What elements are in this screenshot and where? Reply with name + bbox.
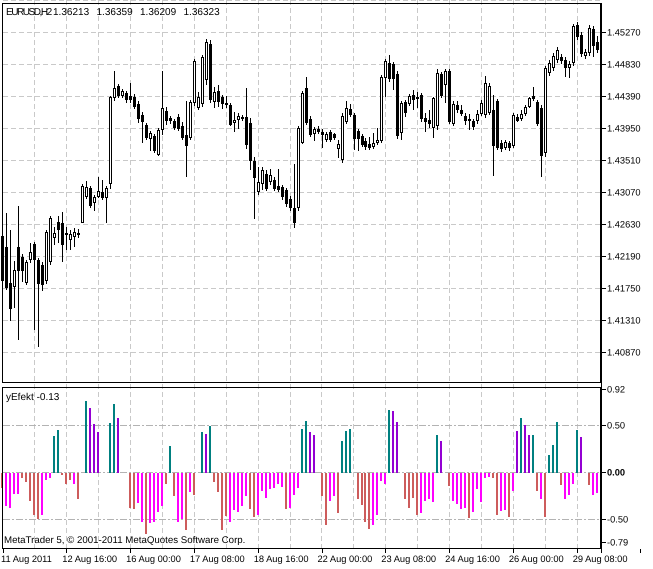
svg-text:1.43950: 1.43950	[607, 124, 641, 134]
svg-text:23 Aug 08:00: 23 Aug 08:00	[381, 554, 436, 564]
svg-text:0.00: 0.00	[607, 468, 625, 478]
svg-text:-0.79: -0.79	[607, 538, 628, 548]
svg-text:1.36359: 1.36359	[97, 7, 134, 18]
svg-text:26 Aug 00:00: 26 Aug 00:00	[509, 554, 564, 564]
svg-text:16 Aug 00:00: 16 Aug 00:00	[126, 554, 181, 564]
svg-text:1.44830: 1.44830	[607, 60, 641, 70]
svg-text:22 Aug 00:00: 22 Aug 00:00	[318, 554, 373, 564]
svg-text:18 Aug 16:00: 18 Aug 16:00	[254, 554, 309, 564]
svg-text:1.45270: 1.45270	[607, 28, 641, 38]
svg-text:-0.50: -0.50	[607, 515, 628, 525]
svg-text:0.92: 0.92	[607, 385, 625, 395]
svg-text:1.43070: 1.43070	[607, 188, 641, 198]
svg-text:1.42190: 1.42190	[607, 252, 641, 262]
svg-text:1.36209: 1.36209	[140, 7, 177, 18]
svg-text:MetaTrader 5, © 2001-2011 Meta: MetaTrader 5, © 2001-2011 MetaQuotes Sof…	[4, 535, 245, 546]
svg-text:1.41750: 1.41750	[607, 284, 641, 294]
svg-text:EURUSD,H2: EURUSD,H2	[6, 7, 53, 18]
svg-text:12 Aug 16:00: 12 Aug 16:00	[62, 554, 117, 564]
svg-text:1.44390: 1.44390	[607, 92, 641, 102]
svg-text:17 Aug 08:00: 17 Aug 08:00	[190, 554, 245, 564]
svg-text:1.42630: 1.42630	[607, 220, 641, 230]
svg-text:1.36213: 1.36213	[53, 7, 90, 18]
svg-text:29 Aug 08:00: 29 Aug 08:00	[573, 554, 628, 564]
svg-text:yEfekt -0.13: yEfekt -0.13	[6, 392, 60, 403]
svg-text:1.40870: 1.40870	[607, 348, 641, 358]
svg-text:1.41310: 1.41310	[607, 316, 641, 326]
svg-text:1.43510: 1.43510	[607, 156, 641, 166]
svg-text:11 Aug 2011: 11 Aug 2011	[1, 554, 52, 564]
svg-text:1.36323: 1.36323	[184, 7, 221, 18]
svg-text:24 Aug 16:00: 24 Aug 16:00	[445, 554, 500, 564]
svg-text:0.50: 0.50	[607, 421, 625, 431]
